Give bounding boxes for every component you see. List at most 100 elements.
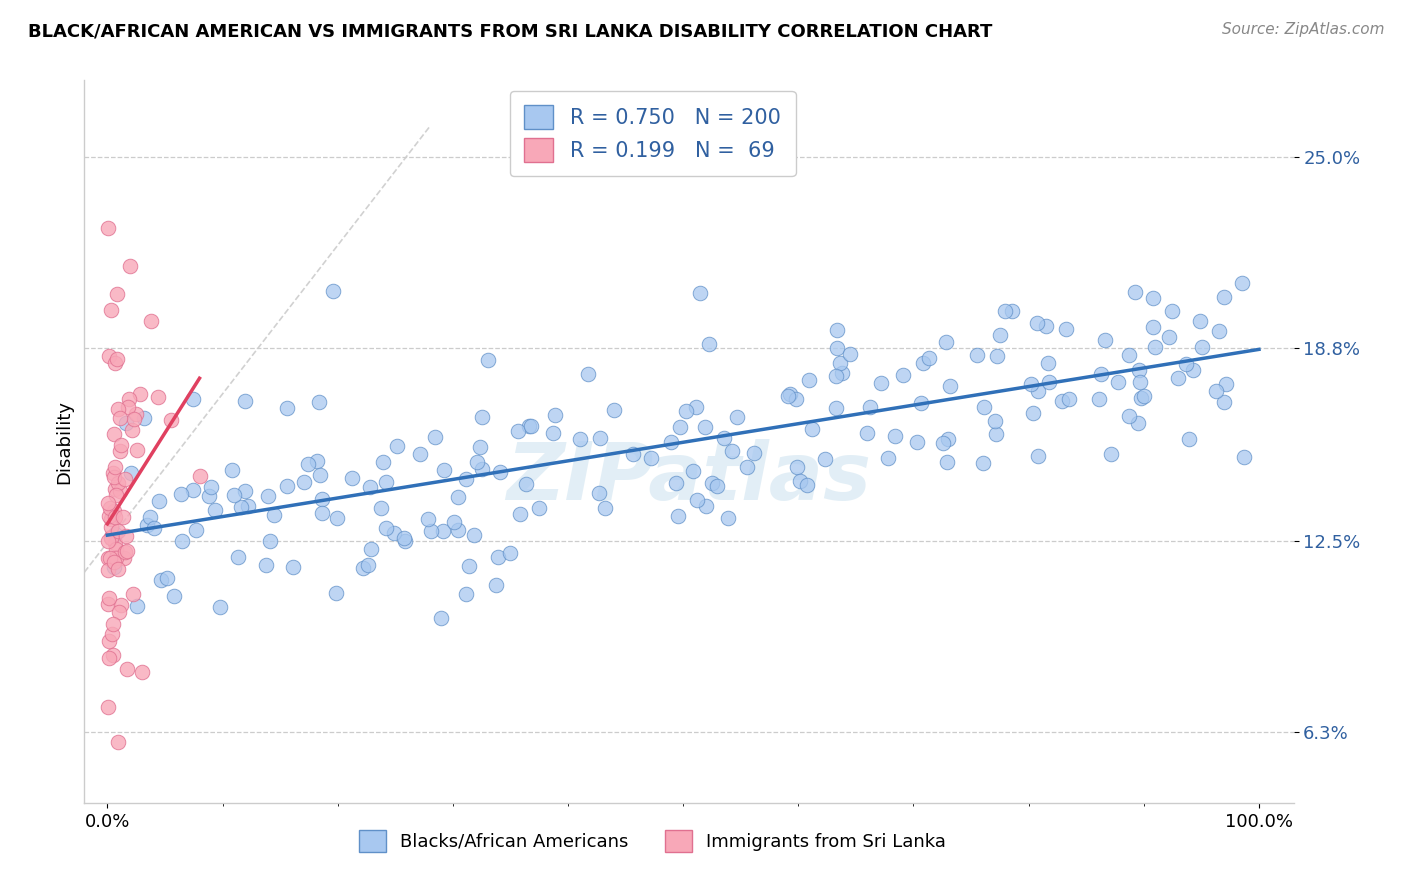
Point (98, 591, 121, 605)
Point (184, 523, 207, 537)
Point (107, 735, 129, 749)
Point (384, 526, 406, 541)
Point (1059, 392, 1081, 407)
Point (107, 524, 129, 538)
Point (114, 472, 136, 486)
Point (160, 413, 183, 427)
Point (100, 520, 122, 534)
Point (127, 443, 149, 458)
Point (799, 373, 821, 387)
Point (115, 416, 138, 430)
Point (156, 570, 179, 584)
Point (1142, 320, 1164, 334)
Point (104, 536, 127, 550)
Point (322, 284, 344, 298)
Point (988, 328, 1011, 343)
Point (1123, 285, 1146, 299)
Point (181, 483, 204, 497)
Point (508, 425, 530, 439)
Point (359, 480, 381, 494)
Point (105, 352, 128, 367)
Point (149, 573, 172, 587)
Point (204, 503, 226, 517)
Point (432, 524, 454, 538)
Point (114, 545, 136, 559)
Point (103, 555, 125, 569)
Legend: Blacks/African Americans, Immigrants from Sri Lanka: Blacks/African Americans, Immigrants fro… (352, 822, 953, 859)
Point (515, 476, 537, 491)
Point (226, 550, 249, 565)
Point (200, 479, 222, 493)
Point (666, 508, 689, 523)
Point (100, 529, 122, 543)
Point (97, 651, 120, 665)
Point (118, 259, 141, 273)
Point (104, 356, 127, 370)
Point (786, 459, 808, 474)
Point (706, 479, 728, 493)
Point (259, 534, 281, 549)
Point (433, 463, 456, 477)
Point (485, 578, 508, 592)
Point (101, 648, 124, 662)
Point (1118, 348, 1140, 362)
Point (1038, 356, 1060, 370)
Point (132, 411, 155, 425)
Point (1143, 340, 1166, 354)
Point (509, 507, 531, 521)
Point (360, 542, 382, 557)
Point (569, 432, 592, 446)
Text: BLACK/AFRICAN AMERICAN VS IMMIGRANTS FROM SRI LANKA DISABILITY CORRELATION CHART: BLACK/AFRICAN AMERICAN VS IMMIGRANTS FRO… (28, 22, 993, 40)
Point (870, 376, 893, 390)
Point (447, 490, 470, 504)
Point (541, 425, 564, 440)
Point (589, 431, 612, 445)
Point (471, 409, 494, 424)
Point (110, 443, 132, 458)
Point (973, 401, 995, 415)
Point (105, 287, 128, 301)
Point (139, 510, 162, 524)
Point (824, 368, 846, 383)
Point (994, 304, 1017, 318)
Point (1128, 363, 1150, 377)
Point (876, 450, 898, 465)
Point (97, 496, 120, 510)
Point (486, 549, 509, 564)
Point (682, 464, 704, 478)
Point (1233, 450, 1256, 464)
Point (107, 401, 129, 416)
Point (1087, 392, 1109, 406)
Point (97, 700, 120, 714)
Point (689, 285, 711, 300)
Point (725, 410, 748, 425)
Point (263, 508, 285, 522)
Point (146, 390, 169, 404)
Point (117, 544, 139, 558)
Point (104, 482, 127, 496)
Point (891, 368, 914, 383)
Point (98, 501, 121, 516)
Point (98, 634, 121, 648)
Point (120, 467, 142, 481)
Point (1208, 324, 1230, 338)
Point (544, 408, 567, 422)
Point (935, 455, 957, 469)
Point (1213, 290, 1236, 304)
Point (825, 342, 848, 356)
Point (735, 459, 758, 474)
Point (984, 414, 1007, 428)
Point (101, 467, 124, 481)
Text: ZIPatlas: ZIPatlas (506, 439, 872, 516)
Point (352, 560, 374, 574)
Point (1126, 416, 1149, 430)
Point (675, 404, 697, 418)
Point (373, 455, 395, 469)
Point (188, 469, 211, 483)
Point (121, 423, 143, 437)
Point (181, 392, 204, 406)
Point (112, 550, 135, 565)
Point (98, 551, 121, 566)
Point (1189, 314, 1212, 328)
Point (1000, 304, 1022, 318)
